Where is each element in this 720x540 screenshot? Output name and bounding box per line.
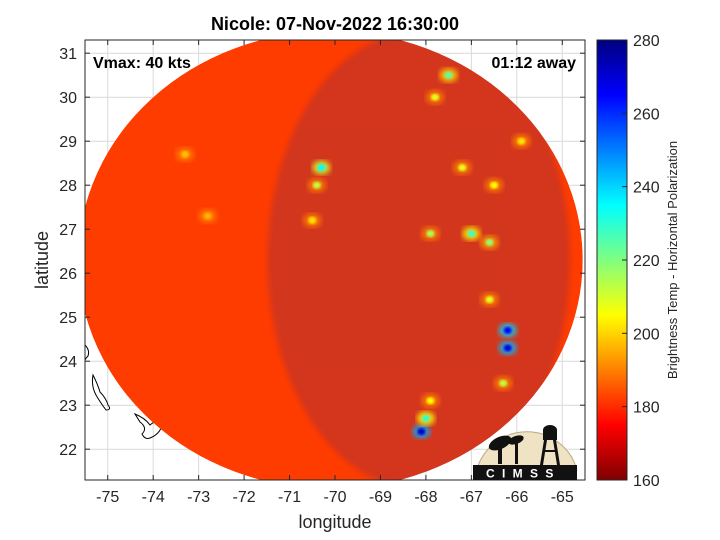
colorbar-label: Brightness Temp - Horizontal Polarizatio… bbox=[665, 141, 680, 379]
x-tick-label: -68 bbox=[414, 489, 437, 506]
cimss-logo: C I M S S bbox=[473, 425, 578, 481]
cold-cloud-core bbox=[444, 71, 453, 79]
coastline-bahamas-1 bbox=[91, 373, 111, 411]
cold-cloud-core bbox=[485, 238, 494, 246]
cold-cloud-core bbox=[312, 181, 321, 189]
swath-shading bbox=[267, 40, 571, 480]
cold-cloud-core bbox=[317, 164, 326, 172]
coastline-bahamas-3 bbox=[133, 412, 163, 439]
y-tick-label: 29 bbox=[59, 134, 77, 151]
colorbar-tick-label: 220 bbox=[633, 253, 660, 270]
x-tick-label: -65 bbox=[551, 489, 574, 506]
x-axis-label: longitude bbox=[298, 512, 371, 532]
cold-cloud-core bbox=[431, 93, 439, 101]
cold-cloud-core bbox=[203, 212, 212, 220]
cold-cloud-core bbox=[458, 164, 467, 172]
cold-cloud-core bbox=[485, 296, 494, 304]
y-tick-label: 28 bbox=[59, 178, 77, 195]
y-tick-label: 25 bbox=[59, 310, 77, 327]
cold-cloud-core bbox=[467, 230, 476, 238]
coastline-bahamas-east bbox=[85, 344, 90, 362]
y-tick-label: 30 bbox=[59, 90, 77, 107]
x-tick-label: -71 bbox=[278, 489, 301, 506]
y-tick-label: 24 bbox=[59, 354, 77, 371]
cold-cloud-core bbox=[517, 137, 526, 145]
time-away-annotation: 01:12 away bbox=[491, 55, 576, 72]
x-tick-label: -69 bbox=[369, 489, 392, 506]
brightness-temp-swath bbox=[85, 40, 583, 480]
cold-cloud-core bbox=[490, 181, 499, 189]
x-tick-label: -67 bbox=[460, 489, 483, 506]
vmax-annotation: Vmax: 40 kts bbox=[93, 55, 191, 72]
colorbar-tick-label: 200 bbox=[633, 326, 660, 343]
colorbar-tick-label: 240 bbox=[633, 180, 660, 197]
colorbar-ticks: 160 180 200 220 240 260 280 bbox=[622, 33, 660, 490]
y-tick-label: 23 bbox=[59, 398, 77, 415]
x-tick-label: -74 bbox=[142, 489, 165, 506]
cold-cloud-core bbox=[417, 428, 426, 436]
colorbar-tick-label: 280 bbox=[633, 33, 660, 50]
cold-cloud-core bbox=[503, 344, 512, 352]
y-axis-label: latitude bbox=[32, 231, 52, 289]
x-tick-label: -72 bbox=[233, 489, 256, 506]
colorbar-tick-label: 260 bbox=[633, 106, 660, 123]
cold-cloud-core bbox=[499, 379, 508, 387]
y-tick-label: 26 bbox=[59, 266, 77, 283]
x-tick-label: -75 bbox=[96, 489, 119, 506]
logo-satellite-dish bbox=[488, 435, 524, 464]
chart-title: Nicole: 07-Nov-2022 16:30:00 bbox=[211, 14, 459, 34]
x-tick-label: -73 bbox=[187, 489, 210, 506]
colorbar-tick-label: 160 bbox=[633, 473, 660, 490]
colorbar-tick-label: 180 bbox=[633, 400, 660, 417]
x-tick-label: -66 bbox=[505, 489, 528, 506]
logo-text: C I M S S bbox=[486, 467, 555, 481]
y-tick-label: 22 bbox=[59, 442, 77, 459]
y-axis: 22 23 24 25 26 27 28 29 30 31 bbox=[59, 46, 585, 459]
cold-cloud-core bbox=[503, 326, 512, 334]
cold-cloud-core bbox=[426, 230, 435, 238]
y-tick-label: 31 bbox=[59, 46, 77, 63]
cold-cloud-core bbox=[426, 397, 435, 405]
cold-cloud-core bbox=[421, 414, 430, 422]
y-tick-label: 27 bbox=[59, 222, 77, 239]
cold-cloud-core bbox=[181, 150, 189, 158]
cold-cloud-features bbox=[176, 68, 531, 439]
cold-cloud-core bbox=[308, 216, 317, 224]
logo-water-tower bbox=[540, 425, 560, 465]
x-tick-label: -70 bbox=[323, 489, 346, 506]
